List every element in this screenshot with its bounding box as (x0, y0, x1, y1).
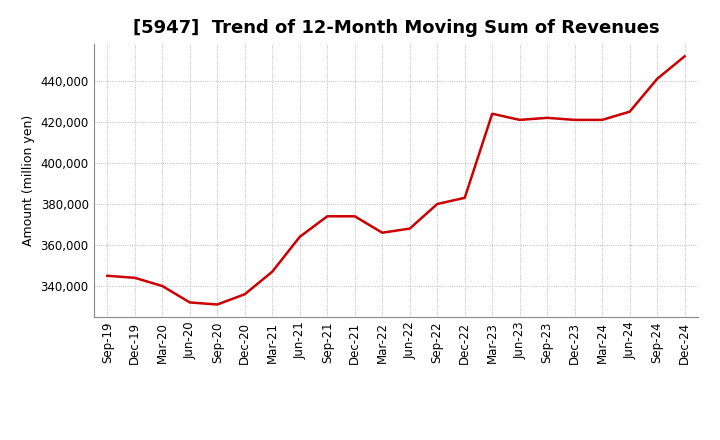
Title: [5947]  Trend of 12-Month Moving Sum of Revenues: [5947] Trend of 12-Month Moving Sum of R… (132, 19, 660, 37)
Y-axis label: Amount (million yen): Amount (million yen) (22, 115, 35, 246)
